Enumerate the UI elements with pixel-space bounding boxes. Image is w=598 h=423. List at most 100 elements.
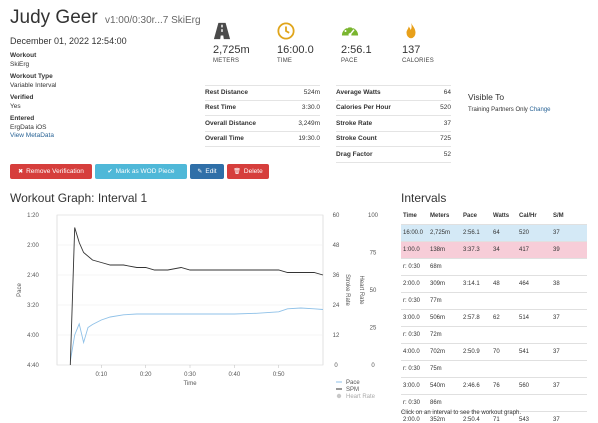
interval-cell-pace: 2:46.6: [463, 383, 480, 389]
interval-row[interactable]: 4:00.0 702m 2:50.9 70 541 37: [401, 343, 587, 360]
interval-cell-meters: 702m: [430, 349, 446, 355]
chart-grid: [56, 214, 324, 366]
stat-caption: CALORIES: [402, 58, 434, 64]
interval-cell-time: 1:00.0: [403, 247, 420, 253]
y2-tick-label: 60: [333, 213, 340, 219]
stat-value: 16:00.0: [277, 44, 314, 56]
stat-caption: PACE: [341, 58, 358, 64]
interval-row[interactable]: r: 0:30 86m: [401, 394, 587, 411]
interval-cell-pace: 2:50.4: [463, 417, 480, 423]
remove-verification-button[interactable]: ✖ Remove Verification: [10, 164, 92, 179]
x-tick-label: 0:10: [95, 372, 107, 378]
detail-value: 3,249m: [298, 119, 320, 127]
interval-row[interactable]: 1:00.0 138m 3:37.3 34 417 39: [401, 241, 587, 258]
meta-label: Workout Type: [10, 73, 53, 80]
change-visibility-link[interactable]: Change: [529, 107, 551, 113]
interval-row[interactable]: 16:00.0 2,725m 2:56.1 64 520 37: [401, 224, 587, 241]
y2-axis-label: Stroke Rate: [344, 274, 350, 306]
edit-button[interactable]: ✎ Edit: [190, 164, 224, 179]
visibility-setting: Training Partners Only Change: [468, 107, 551, 113]
interval-cell-calhr: 417: [519, 247, 530, 253]
interval-cell-meters: 506m: [430, 315, 446, 321]
y3-tick-label: 75: [370, 251, 377, 257]
speedometer-icon: [341, 25, 359, 37]
detail-row: Overall Time 19:30.0: [205, 132, 320, 147]
visibility-value: Training Partners Only: [468, 107, 528, 113]
meta-value: SkiErg: [10, 60, 30, 68]
interval-cell-time: 3:00.0: [403, 315, 420, 321]
y-tick-label: 4:00: [27, 333, 39, 339]
detail-key: Stroke Rate: [336, 119, 373, 127]
y-tick-label: 1:20: [27, 213, 39, 219]
workout-graph[interactable]: 1:20 2:00 2:40 3:20 4:00 4:40 60 48 36 24 12 0 100 75…: [0, 206, 395, 423]
y3-tick-label: 0: [371, 363, 375, 369]
detail-key: Calories Per Hour: [336, 104, 391, 112]
interval-row[interactable]: 3:00.0 540m 2:46.6 76 560 37: [401, 377, 587, 394]
y3-tick-label: 50: [370, 288, 377, 294]
interval-cell-time: r: 0:30: [403, 332, 421, 338]
interval-row[interactable]: r: 0:30 68m: [401, 258, 587, 275]
mark-wod-button[interactable]: ✔ Mark as WOD Piece: [95, 164, 187, 179]
y2-tick-label: 24: [333, 303, 340, 309]
detail-value: 52: [443, 150, 451, 158]
meta-value: Yes: [10, 102, 21, 110]
interval-row[interactable]: 2:00.0 352m 2:50.4 71 543 37: [401, 411, 587, 423]
view-metadata-link[interactable]: View MetaData: [10, 132, 54, 139]
legend-label: SPM: [346, 387, 359, 393]
detail-row: Overall Distance 3,249m: [205, 116, 320, 132]
interval-row[interactable]: r: 0:30 72m: [401, 326, 587, 343]
y2-tick-label: 48: [333, 243, 340, 249]
graph-title: Workout Graph: Interval 1: [10, 191, 148, 205]
pencil-icon: ✎: [197, 169, 203, 175]
interval-cell-meters: 309m: [430, 281, 446, 287]
interval-cell-watts: 71: [493, 417, 500, 423]
clock-icon: [277, 22, 295, 40]
delete-button[interactable]: 🗑 Delete: [227, 164, 269, 179]
interval-row[interactable]: 3:00.0 506m 2:57.8 62 514 37: [401, 309, 587, 326]
button-label: Edit: [205, 168, 217, 175]
legend-swatch: [336, 393, 342, 399]
meta-label: Workout: [10, 52, 37, 59]
interval-cell-calhr: 543: [519, 417, 530, 423]
y3-axis-label: Heart Rate: [358, 275, 364, 305]
intervals-header-row: Time Meters Pace Watts Cal/Hr S/M: [401, 207, 587, 224]
detail-row: Calories Per Hour 520: [336, 101, 451, 116]
chart-series: [69, 227, 324, 366]
y2-tick-label: 36: [333, 273, 340, 279]
column-header: Meters: [430, 212, 450, 219]
interval-row[interactable]: r: 0:30 75m: [401, 360, 587, 377]
detail-row: Average Watts 64: [336, 85, 451, 101]
interval-cell-calhr: 541: [519, 349, 530, 355]
interval-row[interactable]: 2:00.0 309m 3:14.1 48 464 38: [401, 275, 587, 292]
interval-cell-pace: 3:14.1: [463, 281, 480, 287]
detail-key: Overall Time: [205, 135, 244, 143]
detail-row: Rest Distance 524m: [205, 85, 320, 101]
interval-cell-time: 16:00.0: [403, 230, 424, 236]
interval-row[interactable]: r: 0:30 77m: [401, 292, 587, 309]
interval-cell-time: 2:00.0: [403, 281, 420, 287]
chart-axes: 1:20 2:00 2:40 3:20 4:00 4:40 60 48 36 24 12 0 100 75…: [17, 213, 379, 387]
interval-cell-sm: 39: [553, 247, 560, 253]
x-tick-label: 0:40: [228, 372, 240, 378]
stat-time: 16:00.0 TIME: [277, 22, 337, 64]
button-label: Delete: [243, 168, 263, 175]
x-tick-label: 0:50: [273, 372, 285, 378]
detail-key: Drag Factor: [336, 150, 373, 158]
plot-area: [56, 214, 324, 366]
stat-caption: TIME: [277, 58, 293, 64]
interval-cell-watts: 76: [493, 383, 500, 389]
x-tick-label: 0:20: [140, 372, 152, 378]
intervals-table: Time Meters Pace Watts Cal/Hr S/M 16:00.0 2,725…: [401, 207, 587, 423]
y-tick-label: 4:40: [27, 363, 39, 369]
interval-cell-sm: 37: [553, 383, 560, 389]
interval-cell-calhr: 520: [519, 230, 530, 236]
detail-row: Rest Time 3:30.0: [205, 101, 320, 116]
y3-tick-label: 100: [368, 213, 379, 219]
interval-cell-meters: 75m: [430, 366, 442, 372]
details-left-table: Rest Distance 524m Rest Time 3:30.0 Overal…: [205, 85, 320, 147]
x-axis-label: Time: [183, 381, 197, 387]
interval-cell-calhr: 560: [519, 383, 530, 389]
interval-cell-meters: 138m: [430, 247, 446, 253]
interval-cell-sm: 37: [553, 315, 560, 321]
detail-value: 524m: [303, 89, 320, 97]
